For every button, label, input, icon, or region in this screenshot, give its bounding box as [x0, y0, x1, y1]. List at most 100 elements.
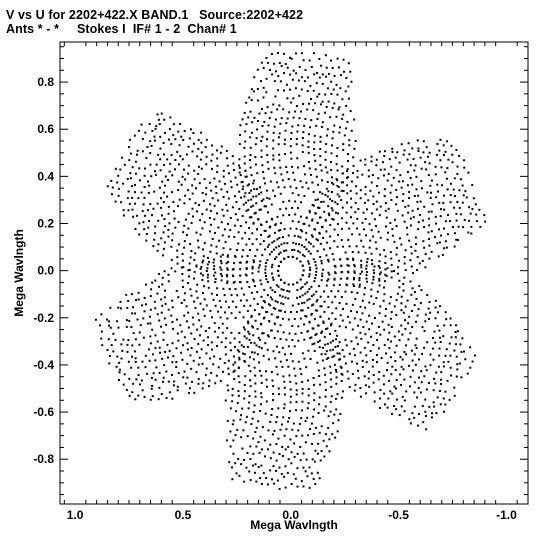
uv-point [301, 253, 304, 256]
uv-point [407, 197, 410, 200]
uv-point [425, 168, 428, 171]
uv-point [138, 167, 141, 170]
uv-point [165, 323, 168, 326]
uv-point [420, 187, 423, 190]
uv-point [232, 370, 235, 373]
uv-point [170, 258, 173, 261]
uv-point [267, 429, 270, 432]
uv-point [388, 302, 391, 305]
uv-point [131, 185, 134, 188]
uv-point [243, 397, 246, 400]
uv-point [321, 73, 324, 76]
uv-point [322, 248, 325, 251]
uv-point [458, 362, 461, 365]
uv-point [302, 452, 305, 455]
uv-point [239, 261, 242, 264]
uv-point [442, 397, 445, 400]
uv-point [269, 304, 272, 307]
uv-point [164, 131, 167, 134]
uv-point [279, 338, 282, 341]
uv-point [132, 215, 135, 218]
uv-point [244, 375, 247, 378]
uv-point [145, 233, 148, 236]
uv-point [295, 138, 298, 141]
uv-point [388, 379, 391, 382]
uv-point [199, 219, 202, 222]
uv-point [348, 321, 351, 324]
uv-point [296, 166, 299, 169]
uv-point [397, 330, 400, 333]
uv-point [323, 290, 326, 293]
uv-point [247, 116, 250, 119]
uv-point [251, 326, 254, 329]
uv-point [391, 392, 394, 395]
uv-point [324, 353, 327, 356]
uv-point [168, 391, 171, 394]
uv-point [453, 206, 456, 209]
uv-point [386, 361, 389, 364]
uv-point [277, 89, 280, 92]
uv-point [466, 372, 469, 375]
uv-point [402, 283, 405, 286]
uv-point [357, 207, 360, 210]
uv-point [239, 124, 242, 127]
uv-point [375, 354, 378, 357]
uv-point [281, 317, 284, 320]
uv-point [409, 385, 411, 388]
uv-point [340, 380, 343, 382]
uv-point [355, 311, 358, 314]
uv-point [128, 377, 131, 380]
uv-point [215, 252, 218, 255]
uv-point [320, 103, 323, 106]
uv-point [134, 360, 137, 363]
uv-point [389, 390, 392, 393]
uv-point [327, 306, 330, 309]
uv-point [452, 188, 455, 191]
uv-point [444, 354, 447, 357]
uv-point [138, 222, 141, 225]
uv-point [387, 207, 390, 210]
plot-subtitle: Ants * - * Stokes I IF# 1 - 2 Chan# 1 [6, 22, 237, 36]
uv-point [270, 413, 273, 416]
uv-point [318, 231, 321, 234]
uv-point [361, 299, 364, 302]
uv-point [428, 151, 431, 154]
uv-point [271, 478, 273, 481]
uv-point [378, 371, 381, 373]
uv-point [272, 451, 275, 454]
uv-point [294, 110, 297, 113]
uv-point [318, 93, 321, 96]
uv-point [305, 181, 308, 184]
uv-point [373, 400, 376, 403]
uv-point [266, 211, 269, 214]
uv-point [156, 113, 159, 116]
uv-point [372, 343, 375, 346]
uv-point [352, 276, 355, 279]
uv-point [177, 180, 180, 183]
uv-point [107, 338, 110, 341]
uv-point [144, 131, 147, 134]
uv-point [215, 149, 218, 152]
uv-point [308, 167, 311, 170]
uv-point [200, 266, 203, 269]
uv-point [266, 130, 269, 133]
uv-point [260, 149, 263, 152]
uv-point [444, 171, 447, 174]
uv-point [228, 287, 231, 290]
uv-point [244, 140, 247, 143]
uv-point [266, 154, 269, 157]
uv-point [238, 171, 241, 174]
uv-point [322, 200, 325, 203]
uv-point [392, 270, 395, 273]
uv-point [371, 262, 374, 265]
uv-point [451, 161, 454, 164]
uv-point [285, 249, 288, 252]
uv-point [437, 228, 440, 231]
uv-point [282, 200, 285, 203]
uv-point [442, 335, 445, 338]
uv-point [200, 348, 203, 351]
uv-point [365, 271, 368, 274]
uv-point [351, 303, 354, 306]
uv-point [141, 150, 144, 153]
uv-point [325, 230, 328, 233]
